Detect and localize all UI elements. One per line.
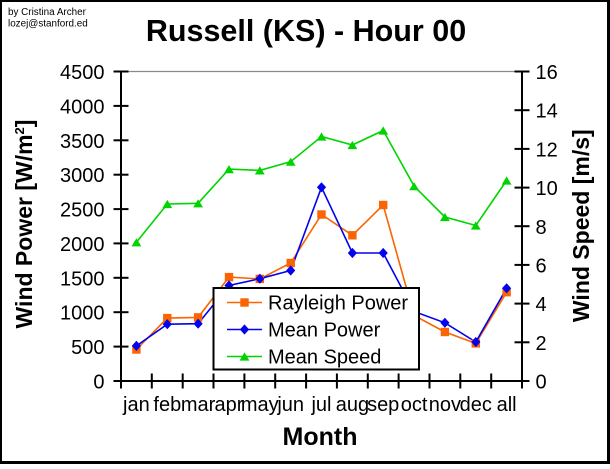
svg-text:jun: jun: [276, 394, 304, 416]
svg-text:4: 4: [536, 294, 547, 316]
svg-text:lozej@stanford.ed: lozej@stanford.ed: [8, 19, 88, 30]
svg-text:aug: aug: [336, 394, 369, 416]
svg-text:6: 6: [536, 255, 547, 277]
svg-text:3500: 3500: [60, 131, 105, 153]
svg-text:Mean Speed: Mean Speed: [268, 347, 381, 369]
svg-text:by Cristina Archer: by Cristina Archer: [8, 7, 87, 18]
svg-text:Russell (KS) - Hour 00: Russell (KS) - Hour 00: [146, 14, 466, 48]
svg-text:0: 0: [536, 372, 547, 394]
svg-text:Wind Power [W/m2]: Wind Power [W/m2]: [11, 120, 37, 329]
svg-text:oct: oct: [401, 394, 428, 416]
svg-text:jan: jan: [122, 394, 150, 416]
svg-text:1000: 1000: [60, 303, 105, 325]
svg-text:0: 0: [93, 372, 104, 394]
svg-text:12: 12: [536, 139, 558, 161]
svg-text:2: 2: [536, 333, 547, 355]
svg-text:nov: nov: [429, 394, 461, 416]
svg-text:all: all: [497, 394, 517, 416]
svg-text:jul: jul: [310, 394, 331, 416]
svg-text:1500: 1500: [60, 268, 105, 290]
svg-text:8: 8: [536, 217, 547, 239]
svg-text:sep: sep: [367, 394, 399, 416]
svg-text:2000: 2000: [60, 234, 105, 256]
svg-text:apr: apr: [215, 394, 244, 416]
svg-text:2500: 2500: [60, 200, 105, 222]
svg-text:feb: feb: [153, 394, 181, 416]
svg-text:mar: mar: [181, 394, 216, 416]
svg-text:dec: dec: [460, 394, 492, 416]
svg-text:Month: Month: [283, 423, 358, 451]
svg-text:3000: 3000: [60, 165, 105, 187]
svg-text:Mean Power: Mean Power: [268, 320, 381, 342]
svg-text:Rayleigh Power: Rayleigh Power: [268, 293, 408, 315]
svg-text:may: may: [241, 394, 279, 416]
svg-text:4500: 4500: [60, 62, 105, 84]
svg-text:14: 14: [536, 101, 558, 123]
svg-text:Wind Speed [m/s]: Wind Speed [m/s]: [568, 129, 594, 322]
svg-text:10: 10: [536, 178, 558, 200]
svg-text:16: 16: [536, 62, 558, 84]
svg-text:4000: 4000: [60, 96, 105, 118]
svg-text:500: 500: [71, 337, 104, 359]
